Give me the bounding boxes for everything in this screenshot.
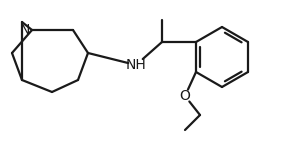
Text: N: N	[20, 23, 30, 37]
Text: O: O	[180, 89, 191, 103]
Text: NH: NH	[126, 58, 146, 72]
